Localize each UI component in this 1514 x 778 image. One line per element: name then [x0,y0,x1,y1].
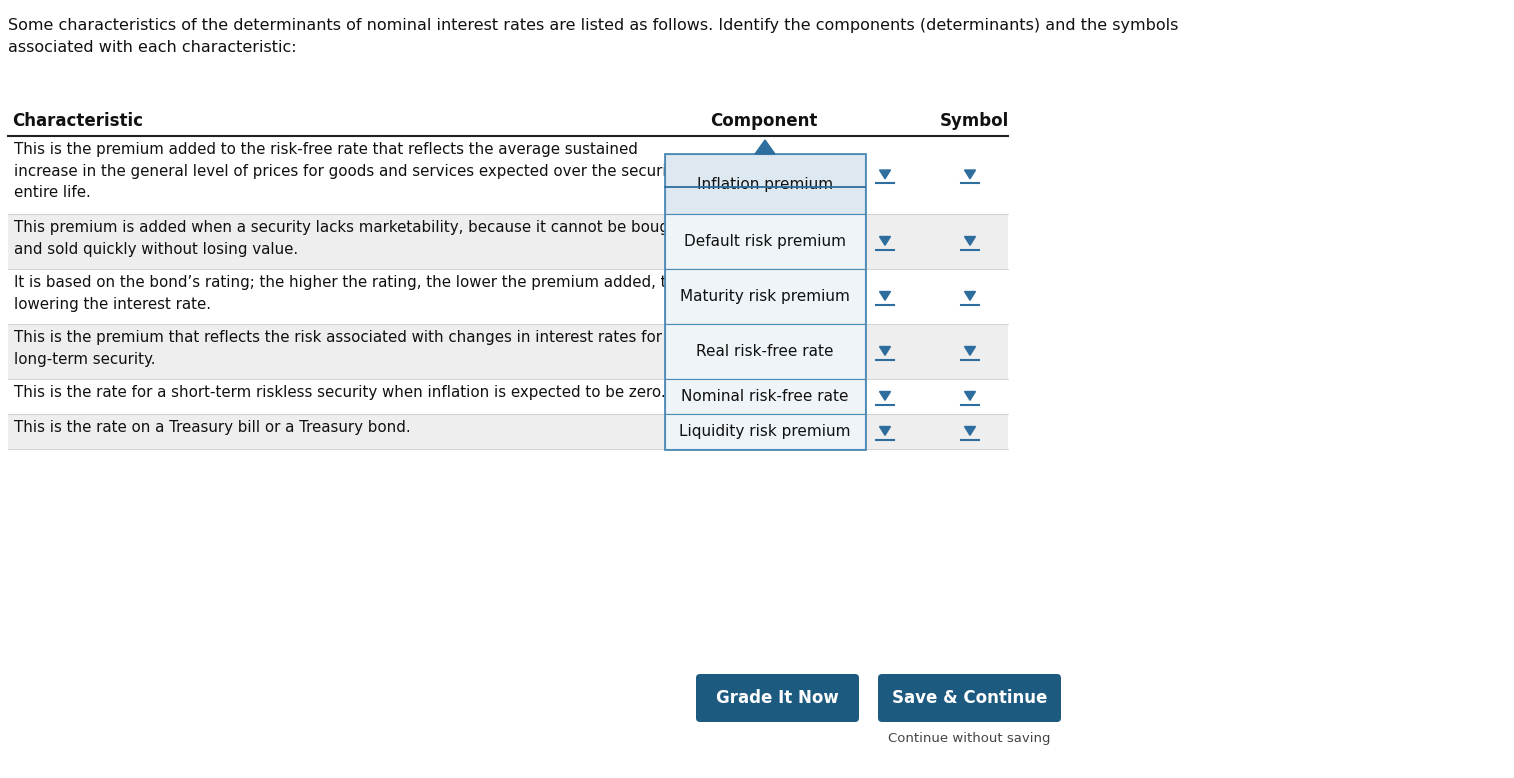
Bar [665,214,864,269]
Polygon shape [964,391,975,401]
Bar [8,214,1008,269]
Text: associated with each characteristic:: associated with each characteristic: [8,40,297,55]
Polygon shape [964,346,975,356]
Bar [8,136,1008,214]
Text: Grade It Now: Grade It Now [716,689,839,707]
Text: Maturity risk premium: Maturity risk premium [680,289,849,304]
Text: Liquidity risk premium: Liquidity risk premium [680,424,851,439]
Polygon shape [880,292,890,300]
Polygon shape [964,237,975,245]
Text: Symbol: Symbol [940,112,1010,130]
Polygon shape [880,426,890,436]
FancyBboxPatch shape [696,674,858,722]
Bar [665,379,864,414]
Polygon shape [880,237,890,245]
Bar [8,379,1008,414]
Polygon shape [880,391,890,401]
Text: Continue without saving: Continue without saving [889,732,1051,745]
Polygon shape [964,426,975,436]
Text: Inflation premium: Inflation premium [696,177,833,191]
Text: Component: Component [710,112,818,130]
Text: This is the rate on a Treasury bill or a Treasury bond.: This is the rate on a Treasury bill or a… [14,420,410,435]
Text: This premium is added when a security lacks marketability, because it cannot be : This premium is added when a security la… [14,220,684,257]
Bar [665,324,864,379]
Bar [8,414,1008,449]
Bar [665,269,864,324]
Bar [665,414,864,449]
Polygon shape [964,170,975,179]
Text: Real risk-free rate: Real risk-free rate [696,344,834,359]
Bar [8,269,1008,324]
Text: This is the premium that reflects the risk associated with changes in interest r: This is the premium that reflects the ri… [14,330,675,366]
Text: Default risk premium: Default risk premium [684,234,846,249]
Text: Some characteristics of the determinants of nominal interest rates are listed as: Some characteristics of the determinants… [8,18,1178,33]
Text: It is based on the bond’s rating; the higher the rating, the lower the premium a: It is based on the bond’s rating; the hi… [14,275,693,312]
Polygon shape [964,292,975,300]
Text: This is the rate for a short-term riskless security when inflation is expected t: This is the rate for a short-term riskle… [14,385,666,400]
Text: Characteristic: Characteristic [12,112,142,130]
Text: Nominal risk-free rate: Nominal risk-free rate [681,389,849,404]
Bar [665,154,864,214]
Bar [665,154,864,449]
FancyBboxPatch shape [878,674,1061,722]
Polygon shape [755,140,775,154]
Polygon shape [880,170,890,179]
Polygon shape [880,346,890,356]
Text: This is the premium added to the risk-free rate that reflects the average sustai: This is the premium added to the risk-fr… [14,142,693,200]
Text: Save & Continue: Save & Continue [892,689,1048,707]
Bar [8,324,1008,379]
